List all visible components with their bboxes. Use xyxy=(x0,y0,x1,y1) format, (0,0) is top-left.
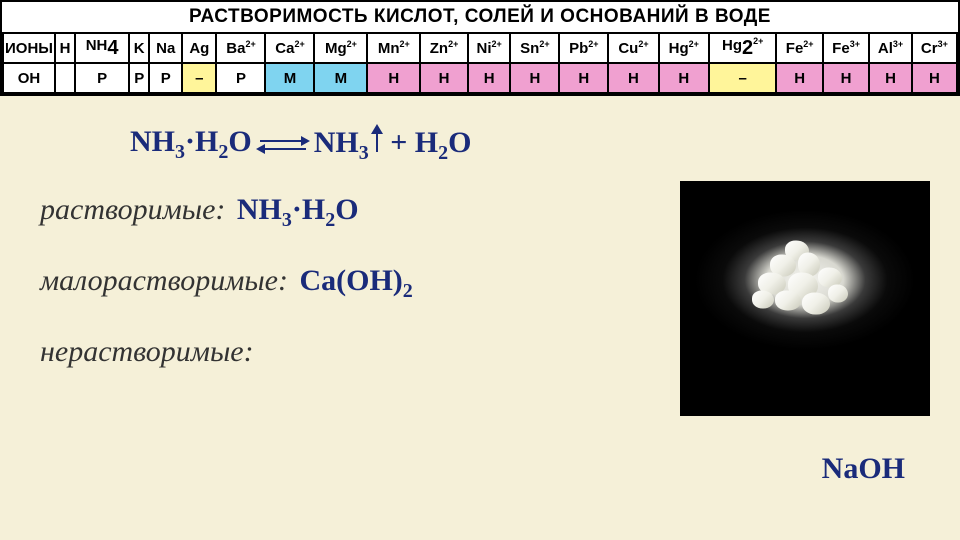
title: РАСТВОРИМОСТЬ КИСЛОТ, СОЛЕЙ И ОСНОВАНИЙ … xyxy=(2,2,958,32)
ion-cell: Pb2+ xyxy=(559,33,608,63)
pellets xyxy=(740,232,870,327)
ion-cell: NH4 xyxy=(75,33,129,63)
sol-cell: – xyxy=(709,63,777,93)
slight-value: Ca(OH)2 xyxy=(299,264,412,297)
ion-cell: Sn2+ xyxy=(510,33,559,63)
sol-cell: М xyxy=(314,63,367,93)
sol-cell: Н xyxy=(869,63,911,93)
sol-cell: Р xyxy=(75,63,129,93)
ion-cell: Hg22+ xyxy=(709,33,777,63)
sol-cell: Н xyxy=(559,63,608,93)
ion-cell: Ca2+ xyxy=(265,33,314,63)
soluble-value: NH3·H2O xyxy=(237,193,359,226)
ion-cell: H xyxy=(55,33,75,63)
sol-cell: Н xyxy=(468,63,510,93)
ion-cell: Hg2+ xyxy=(659,33,709,63)
ion-cell: K xyxy=(129,33,149,63)
sol-cell: Н xyxy=(659,63,709,93)
ion-row: ИОНЫ HNH4KNaAgBa2+Ca2+Mg2+Mn2+Zn2+Ni2+Sn… xyxy=(3,33,957,63)
ion-cell: Fe2+ xyxy=(776,33,822,63)
ion-cell: Cr3+ xyxy=(912,33,957,63)
slight-label: малорастворимые: xyxy=(40,264,288,297)
ion-cell: Ag xyxy=(182,33,216,63)
equilibrium-arrow-icon xyxy=(258,134,308,156)
soluble-label: растворимые: xyxy=(40,193,225,226)
ion-cell: Zn2+ xyxy=(420,33,468,63)
eqn-right: NH3 + H2O xyxy=(314,124,472,165)
eqn-left: NH3·H2O xyxy=(130,125,252,164)
ion-cell: Mn2+ xyxy=(367,33,420,63)
ion-cell: Ni2+ xyxy=(468,33,510,63)
naoh-label: NaOH xyxy=(822,452,905,486)
ion-cell: Cu2+ xyxy=(608,33,658,63)
equation: NH3·H2O NH3 + H2O xyxy=(130,124,920,165)
sol-cell: Н xyxy=(367,63,420,93)
solubility-header: РАСТВОРИМОСТЬ КИСЛОТ, СОЛЕЙ И ОСНОВАНИЙ … xyxy=(0,0,960,96)
naoh-photo xyxy=(680,181,930,416)
solubility-table: ИОНЫ HNH4KNaAgBa2+Ca2+Mg2+Mn2+Zn2+Ni2+Sn… xyxy=(2,32,958,94)
ion-cell: Mg2+ xyxy=(314,33,367,63)
gas-arrow-icon xyxy=(371,124,383,152)
ion-cell: Al3+ xyxy=(869,33,911,63)
sol-cell: Р xyxy=(149,63,182,93)
row-label-ions: ИОНЫ xyxy=(3,33,55,63)
sol-cell: Р xyxy=(129,63,149,93)
row-label-oh: ОН xyxy=(3,63,55,93)
sol-cell: – xyxy=(182,63,216,93)
sol-cell: Н xyxy=(912,63,957,93)
sol-cell: Н xyxy=(420,63,468,93)
sol-cell xyxy=(55,63,75,93)
content-area: NH3·H2O NH3 + H2O растворимые: NH3·H2O м… xyxy=(0,96,960,514)
sol-cell: Р xyxy=(216,63,265,93)
ion-cell: Na xyxy=(149,33,182,63)
sol-cell: М xyxy=(265,63,314,93)
ion-cell: Ba2+ xyxy=(216,33,265,63)
sol-cell: Н xyxy=(608,63,658,93)
sol-cell: Н xyxy=(776,63,822,93)
ion-cell: Fe3+ xyxy=(823,33,869,63)
sol-cell: Н xyxy=(823,63,869,93)
oh-row: ОН РРР–РММННННННН–НННН xyxy=(3,63,957,93)
insoluble-label: нерастворимые: xyxy=(40,335,254,368)
sol-cell: Н xyxy=(510,63,559,93)
